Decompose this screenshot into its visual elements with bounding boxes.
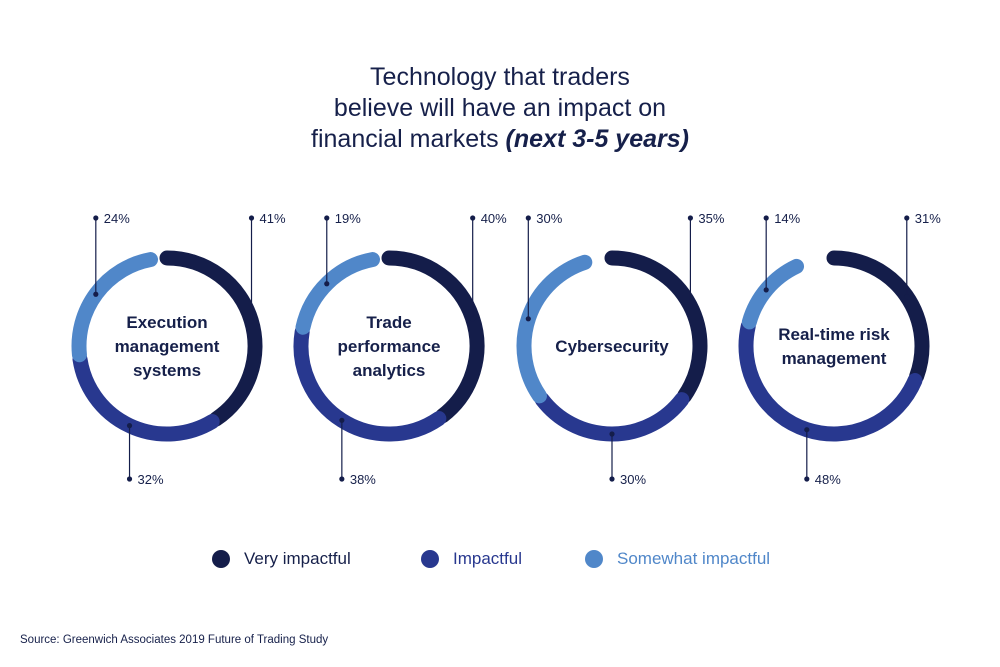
legend-swatch-impactful bbox=[421, 550, 439, 568]
source-note: Source: Greenwich Associates 2019 Future… bbox=[20, 634, 329, 646]
leader-end-dot-impactful bbox=[609, 476, 615, 482]
legend-swatch-very-impactful bbox=[212, 550, 230, 568]
leader-dot-very-impactful bbox=[470, 316, 476, 322]
legend-item-somewhat-impactful: Somewhat impactful bbox=[585, 546, 770, 572]
title-line-1: Technology that traders bbox=[370, 63, 630, 91]
donut-center-label-line: management bbox=[782, 349, 887, 368]
donut-center-label: Real-time risk management bbox=[778, 325, 890, 368]
donut-chart-3: 35% 30% 30% Cybersecurity bbox=[516, 211, 725, 487]
data-label-somewhat-impactful: 19% bbox=[335, 211, 361, 226]
donut-segment-very-impactful bbox=[604, 250, 708, 404]
leader-dot-very-impactful bbox=[904, 293, 910, 300]
leader-dot-impactful bbox=[339, 417, 345, 423]
leader-end-dot-somewhat-impactful bbox=[93, 215, 99, 221]
donut-segment-somewhat-impactful bbox=[516, 254, 593, 404]
donut-center-label-line: Cybersecurity bbox=[555, 337, 669, 356]
leader-dot-very-impactful bbox=[687, 303, 694, 309]
leader-end-dot-impactful bbox=[339, 476, 345, 482]
donut-center-label-line: management bbox=[115, 337, 220, 356]
donut-segment-impactful bbox=[534, 392, 690, 442]
data-label-very-impactful: 40% bbox=[481, 211, 507, 226]
donut-chart-2: 40% 19% 38% Trade performance analytics bbox=[293, 211, 507, 487]
data-label-impactful: 48% bbox=[815, 472, 841, 487]
leader-dot-somewhat-impactful bbox=[525, 316, 531, 322]
donut-center-label-line: Execution bbox=[126, 313, 207, 332]
data-label-impactful: 30% bbox=[620, 472, 646, 487]
donut-chart-1: 41% 24% 32% Execution management systems bbox=[71, 211, 286, 487]
leader-dot-somewhat-impactful bbox=[93, 291, 99, 297]
data-label-somewhat-impactful: 14% bbox=[774, 211, 800, 226]
title-line-3: financial markets (next 3-5 years) bbox=[0, 124, 1000, 155]
leader-end-dot-somewhat-impactful bbox=[763, 215, 769, 221]
donut-center-label-line: Trade bbox=[366, 313, 411, 332]
chart-title: Technology that traders believe will hav… bbox=[0, 62, 1000, 155]
leader-end-dot-very-impactful bbox=[687, 215, 694, 221]
leader-end-dot-somewhat-impactful bbox=[324, 215, 330, 221]
leader-dot-very-impactful bbox=[248, 318, 255, 325]
leader-dot-somewhat-impactful bbox=[324, 281, 330, 287]
leader-end-dot-somewhat-impactful bbox=[525, 215, 531, 221]
donut-center-label-line: Real-time risk bbox=[778, 325, 890, 344]
donut-center-label-line: systems bbox=[133, 361, 201, 380]
data-label-very-impactful: 41% bbox=[260, 211, 286, 226]
leader-end-dot-very-impactful bbox=[248, 215, 255, 221]
leader-end-dot-very-impactful bbox=[904, 215, 910, 221]
legend-item-impactful: Impactful bbox=[421, 546, 522, 572]
donut-segment-somewhat-impactful bbox=[741, 258, 805, 330]
data-label-impactful: 38% bbox=[350, 472, 376, 487]
data-label-very-impactful: 31% bbox=[915, 211, 941, 226]
donut-chart-4: 31% 14% 48% Real-time risk management bbox=[738, 211, 941, 487]
leader-end-dot-impactful bbox=[126, 476, 133, 482]
leader-end-dot-impactful bbox=[804, 476, 810, 482]
leader-dot-impactful bbox=[609, 431, 615, 437]
title-line-3-emphasis: (next 3-5 years) bbox=[505, 125, 689, 153]
leader-dot-impactful bbox=[126, 423, 133, 429]
leader-end-dot-very-impactful bbox=[470, 215, 476, 221]
leader-dot-impactful bbox=[804, 427, 810, 433]
legend-swatch-somewhat-impactful bbox=[585, 550, 603, 568]
donut-center-label: Execution management systems bbox=[115, 313, 220, 380]
donut-segment-somewhat-impactful bbox=[295, 252, 381, 335]
donut-center-label-line: analytics bbox=[353, 361, 426, 380]
leader-dot-somewhat-impactful bbox=[763, 287, 769, 293]
legend-label-somewhat-impactful: Somewhat impactful bbox=[617, 549, 771, 568]
legend-item-very-impactful: Very impactful bbox=[212, 546, 351, 572]
legend: Very impactful Impactful Somewhat impact… bbox=[0, 546, 1000, 572]
data-label-somewhat-impactful: 30% bbox=[536, 211, 562, 226]
data-label-impactful: 32% bbox=[138, 472, 164, 487]
title-line-3-main: financial markets bbox=[311, 125, 506, 153]
donut-center-label: Trade performance analytics bbox=[338, 313, 441, 380]
donut-center-label: Cybersecurity bbox=[555, 337, 669, 356]
legend-label-very-impactful: Very impactful bbox=[244, 549, 351, 568]
donut-center-label-line: performance bbox=[338, 337, 441, 356]
data-label-somewhat-impactful: 24% bbox=[104, 211, 130, 226]
data-label-very-impactful: 35% bbox=[698, 211, 724, 226]
title-line-2: believe will have an impact on bbox=[333, 94, 667, 122]
legend-label-impactful: Impactful bbox=[453, 549, 522, 568]
